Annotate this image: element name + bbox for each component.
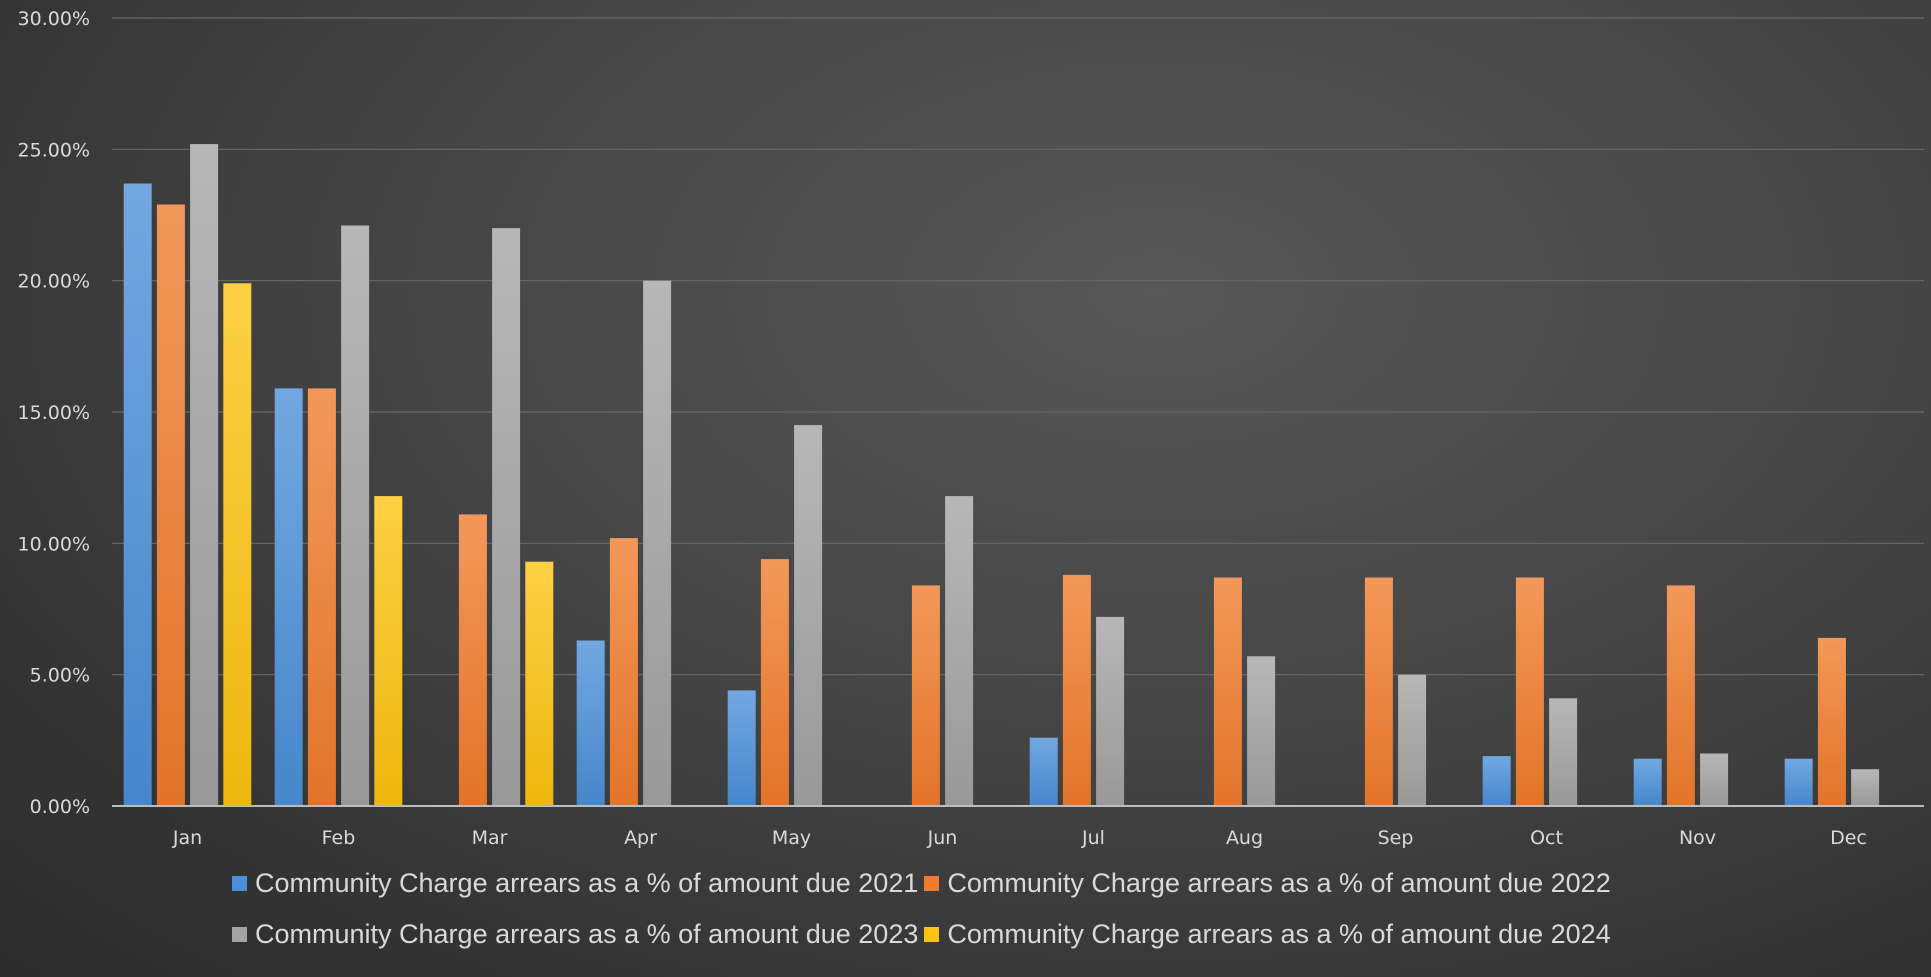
x-tick-label-jun: Jun [927,827,958,849]
bar-sep-series-3 [1398,675,1426,806]
bar-feb-series-2 [308,388,336,806]
bar-jan-series-2 [157,205,185,807]
x-tick-label-oct: Oct [1530,827,1563,849]
bar-jun-series-3 [945,496,973,806]
bar-may-series-3 [794,425,822,806]
bar-sep-series-2 [1365,578,1393,807]
bar-dec-series-2 [1818,638,1846,806]
bar-may-series-2 [761,559,789,806]
y-tick-label: 0.00% [30,796,90,818]
y-tick-label: 15.00% [18,402,90,424]
bar-oct-series-3 [1549,698,1577,806]
x-axis-category-labels: Jan Feb Mar Apr May Jun Jul Aug Sep Oct Nov Dec [172,827,1867,849]
legend-label-2024: Community Charge arrears as a % of amoun… [947,919,1610,950]
bar-oct-series-1 [1483,756,1511,806]
bar-jan-series-3 [190,144,218,806]
legend-swatch-2024 [924,927,939,942]
bar-oct-series-2 [1516,578,1544,807]
bar-jan-series-4 [223,283,251,806]
bar-feb-series-1 [275,388,303,806]
legend: Community Charge arrears as a % of amoun… [232,868,1792,950]
x-tick-label-dec: Dec [1830,827,1867,849]
legend-label-2021: Community Charge arrears as a % of amoun… [255,868,918,899]
x-tick-label-apr: Apr [624,827,657,849]
bar-mar-series-2 [459,514,487,806]
x-tick-label-jul: Jul [1081,827,1105,849]
x-tick-label-mar: Mar [472,827,508,849]
bar-nov-series-3 [1700,754,1728,807]
bar-dec-series-3 [1851,769,1879,806]
legend-swatch-2021 [232,876,247,891]
y-tick-label: 25.00% [18,139,90,161]
bar-jun-series-2 [912,585,940,806]
x-tick-label-aug: Aug [1226,827,1263,849]
y-tick-label: 30.00% [18,8,90,30]
bar-feb-series-3 [341,226,369,807]
y-tick-label: 5.00% [30,665,90,687]
y-tick-label: 10.00% [18,533,90,555]
bar-mar-series-3 [492,228,520,806]
bar-jul-series-2 [1063,575,1091,806]
bar-jul-series-1 [1030,738,1058,806]
y-axis-tick-labels: 0.00% 5.00% 10.00% 15.00% 20.00% 25.00% 30.00% [18,8,90,818]
x-tick-label-nov: Nov [1679,827,1716,849]
bar-nov-series-2 [1667,585,1695,806]
y-tick-label: 20.00% [18,271,90,293]
x-tick-label-may: May [772,827,811,849]
bar-apr-series-2 [610,538,638,806]
bar-jul-series-3 [1096,617,1124,806]
bar-apr-series-1 [577,641,605,807]
bar-aug-series-3 [1247,656,1275,806]
bar-jan-series-1 [124,184,152,807]
bar-aug-series-2 [1214,578,1242,807]
legend-item-2023: Community Charge arrears as a % of amoun… [232,919,918,950]
x-tick-label-feb: Feb [322,827,356,849]
legend-swatch-2022 [924,876,939,891]
bar-mar-series-4 [525,562,553,806]
bar-may-series-1 [728,690,756,806]
legend-label-2022: Community Charge arrears as a % of amoun… [947,868,1610,899]
bar-feb-series-4 [374,496,402,806]
bar-nov-series-1 [1634,759,1662,806]
bar-apr-series-3 [643,281,671,806]
legend-label-2023: Community Charge arrears as a % of amoun… [255,919,918,950]
legend-item-2024: Community Charge arrears as a % of amoun… [924,919,1610,950]
bar-dec-series-1 [1785,759,1813,806]
x-tick-label-jan: Jan [172,827,202,849]
legend-item-2022: Community Charge arrears as a % of amoun… [924,868,1610,899]
bars [124,144,1879,806]
x-tick-label-sep: Sep [1378,827,1414,849]
legend-swatch-2023 [232,927,247,942]
legend-item-2021: Community Charge arrears as a % of amoun… [232,868,918,899]
